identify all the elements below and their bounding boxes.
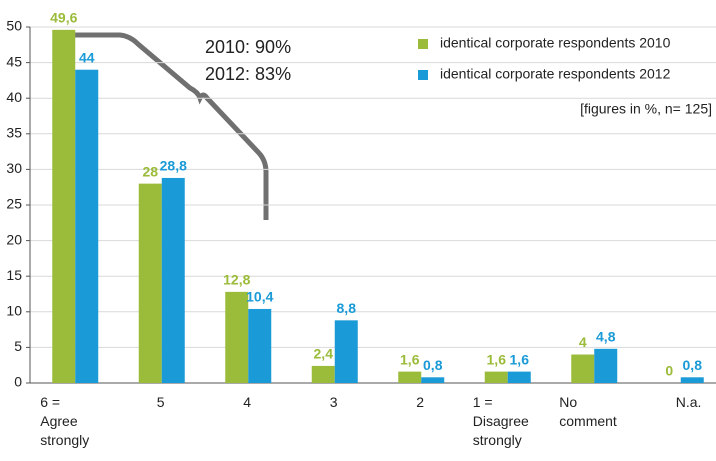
y-tick-label: 15 [6,267,22,283]
legend-label: identical corporate respondents 2010 [440,35,671,51]
legend-swatch [418,39,428,49]
x-tick-label: 1 = Disagree strongly [473,394,529,448]
bar [311,365,335,383]
value-label: 1,6 [510,351,530,367]
y-tick-label: 25 [6,196,22,212]
y-tick-label: 10 [6,303,22,319]
x-tick-label: 2 [416,394,424,410]
bar [571,354,595,383]
value-label: 10,4 [246,289,273,305]
y-tick-label: 5 [14,338,22,354]
bar [225,291,249,383]
y-tick-label: 40 [6,89,22,105]
bar [138,183,162,383]
value-label: 4 [579,334,587,350]
y-tick-label: 50 [6,18,22,34]
bar [421,377,445,383]
value-label: 28 [142,163,158,179]
x-tick-label: 5 [157,394,165,410]
annotation: 2012: 83% [205,64,291,84]
bar [680,377,704,383]
x-tick-label: No comment [559,394,617,429]
value-label: 12,8 [223,272,250,288]
value-label: 28,8 [160,158,187,174]
value-label: 49,6 [50,10,77,26]
value-label: 0,8 [423,357,443,373]
bar [484,371,508,383]
value-label: 0,8 [683,357,703,373]
bar [594,348,618,383]
bar [398,371,422,383]
legend-label: identical corporate respondents 2012 [440,66,671,82]
value-label: 4,8 [596,329,616,345]
y-tick-label: 45 [6,53,22,69]
value-label: 0 [665,363,673,379]
bar [52,29,76,384]
x-tick-label: 3 [330,394,338,410]
note: [figures in %, n= 125] [580,101,712,117]
y-tick-label: 35 [6,125,22,141]
bar [75,69,99,383]
y-tick-label: 20 [6,231,22,247]
y-tick-label: 0 [14,374,22,390]
annotation: 2010: 90% [205,37,291,57]
bar [507,371,531,383]
value-label: 1,6 [487,351,507,367]
value-label: 8,8 [337,300,357,316]
value-label: 2,4 [314,346,334,362]
y-tick-label: 30 [6,160,22,176]
legend-swatch [418,70,428,80]
bar [334,320,358,383]
x-tick-label: N.a. [676,394,702,410]
x-tick-label: 6 = Agree strongly [40,394,89,448]
bar [161,177,185,383]
bar [248,308,272,383]
value-label: 1,6 [400,351,420,367]
x-tick-label: 4 [243,394,251,410]
value-label: 44 [79,49,95,65]
